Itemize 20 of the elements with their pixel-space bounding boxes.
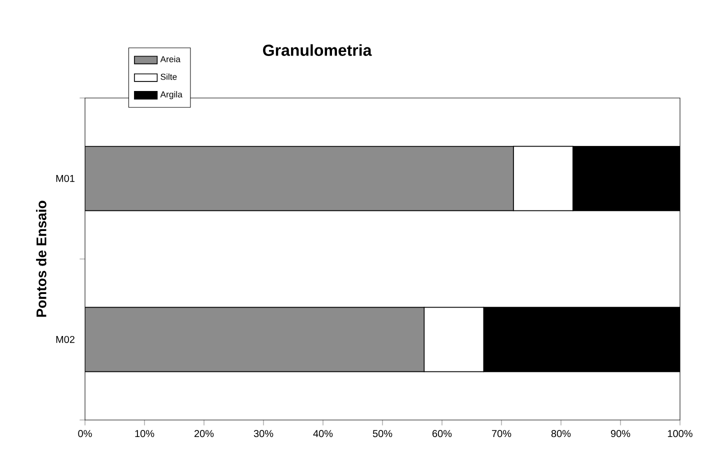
x-tick-label: 60% — [432, 430, 452, 438]
legend-label: Argila — [160, 91, 182, 100]
x-tick-label: 40% — [313, 430, 333, 438]
x-tick-label: 90% — [610, 430, 630, 438]
x-tick-label: 10% — [135, 430, 154, 438]
x-tick-label: 0% — [78, 430, 92, 438]
legend-label: Silte — [160, 74, 177, 80]
chart-title: Granulometria — [263, 44, 372, 56]
x-tick-label: 70% — [492, 430, 512, 438]
y-tick-label: M01 — [56, 174, 74, 182]
x-tick-label: 80% — [551, 430, 571, 438]
y-tick-label: M02 — [56, 336, 74, 344]
y-axis-title: Pontos de Ensaio — [36, 200, 46, 317]
legend-label: Areia — [160, 56, 180, 62]
x-tick-label: 50% — [372, 430, 392, 438]
bar — [85, 146, 514, 212]
x-tick-label: 20% — [194, 430, 214, 438]
x-tick-label: 30% — [254, 430, 274, 438]
bar — [85, 306, 425, 372]
x-tick-label: 100% — [668, 430, 692, 438]
